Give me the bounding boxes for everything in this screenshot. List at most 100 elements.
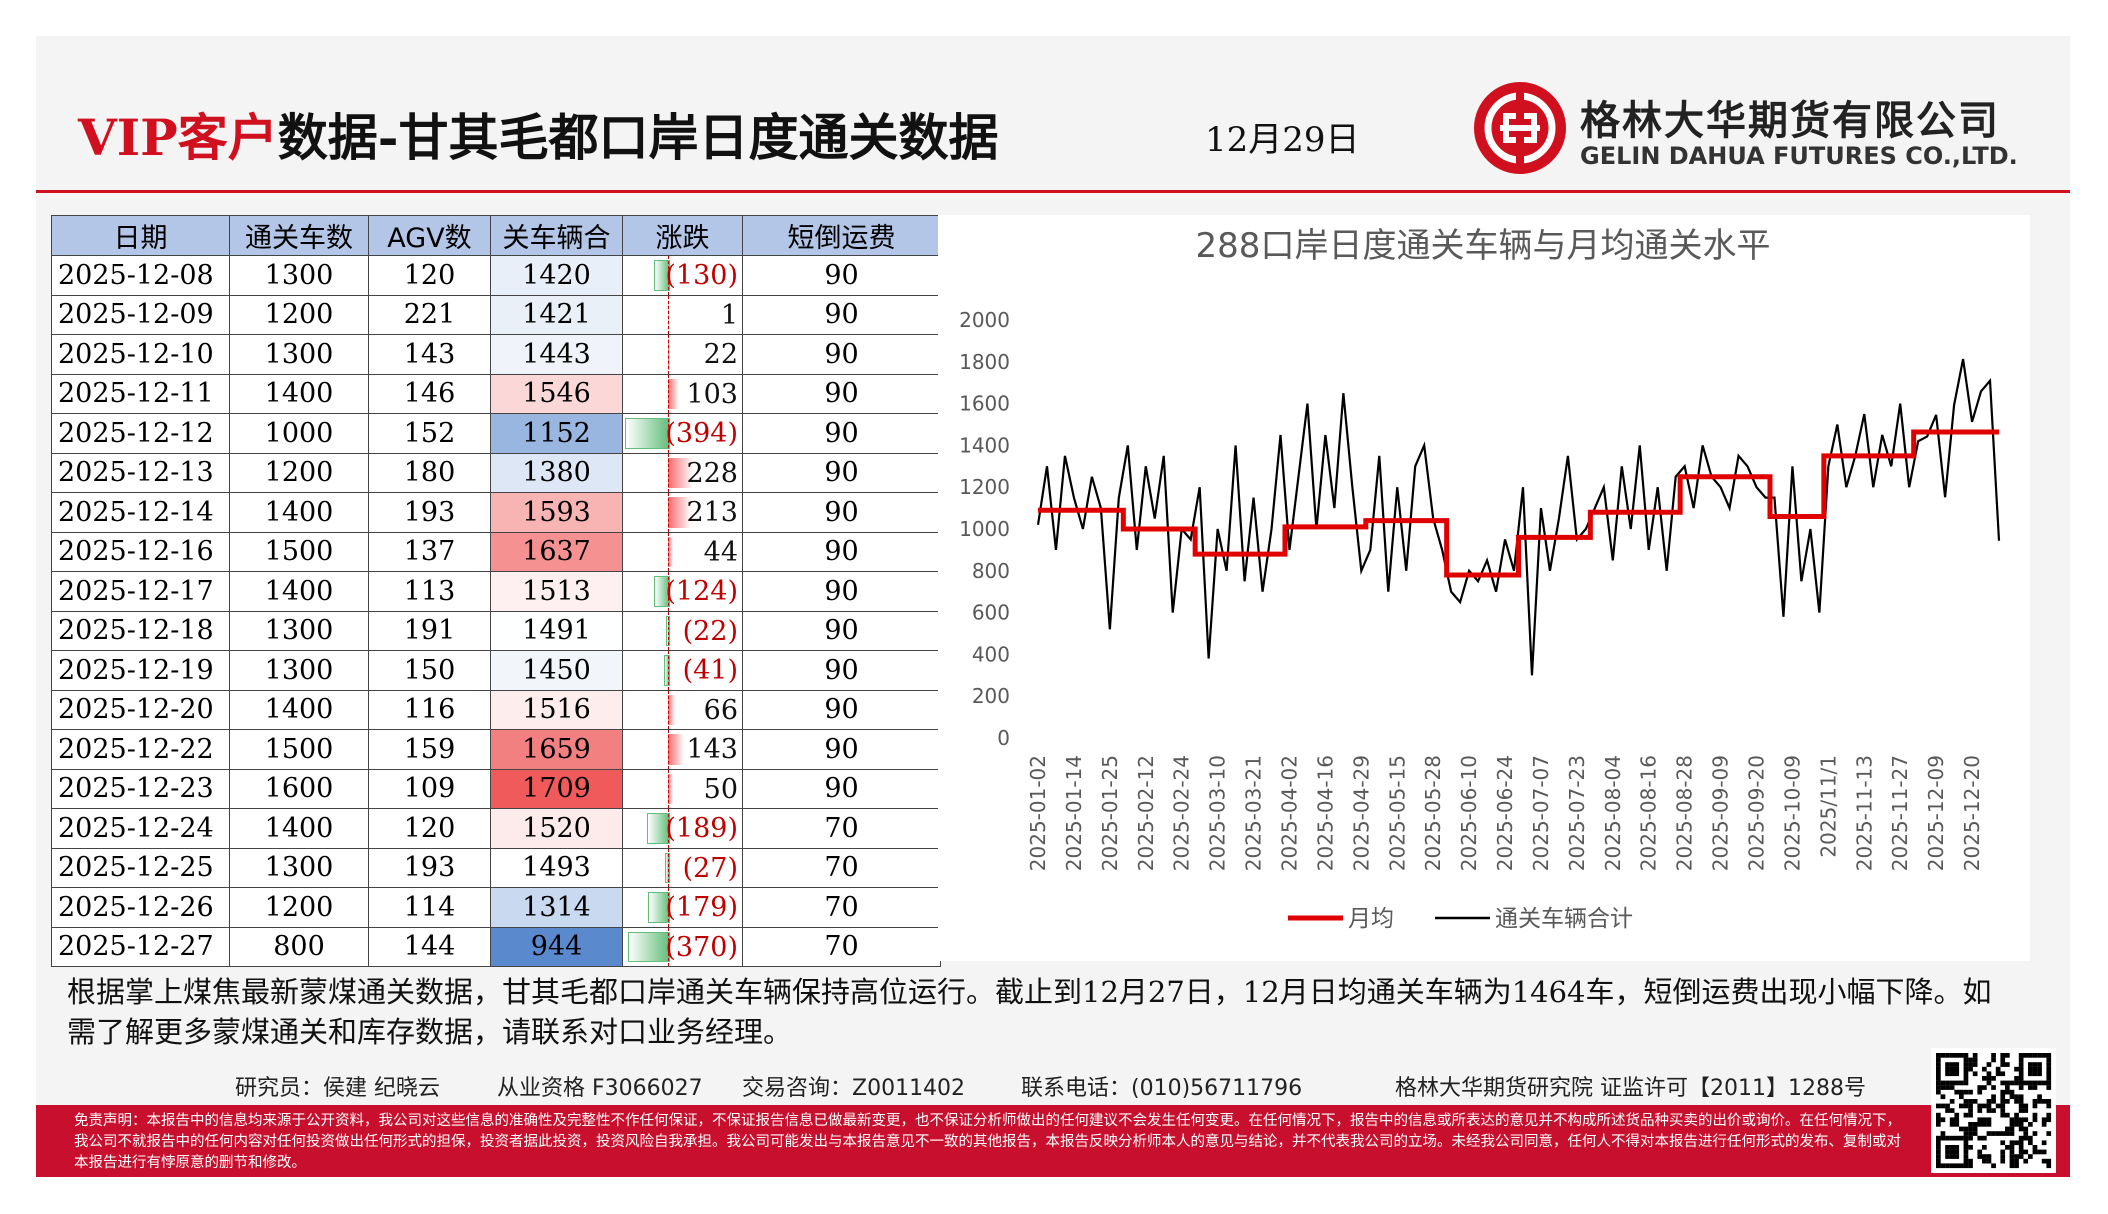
- qr-module: [1963, 1062, 1969, 1067]
- qr-module: [2000, 1112, 2006, 1118]
- qr-module: [1959, 1053, 1964, 1058]
- qr-module: [2005, 1099, 2010, 1104]
- qr-module: [1995, 1103, 2001, 1109]
- qr-module: [2032, 1053, 2038, 1058]
- data-bar: [665, 852, 670, 883]
- qr-module: [2000, 1108, 2006, 1113]
- qr-module: [2018, 1103, 2024, 1109]
- qr-module: [2032, 1062, 2038, 1067]
- bar-axis: [668, 690, 669, 729]
- table-cell: 90: [742, 452, 941, 493]
- qr-module: [2000, 1131, 2006, 1136]
- qr-module: [2005, 1085, 2010, 1090]
- x-tick-label: 2025-07-07: [1529, 755, 1553, 871]
- table-cell: 1200: [229, 294, 369, 335]
- qr-module: [2018, 1057, 2024, 1063]
- table-cell: 143: [622, 729, 743, 770]
- change-text: 228: [686, 457, 738, 489]
- table-cell: 221: [368, 294, 491, 335]
- y-tick-label: 400: [972, 642, 1010, 666]
- x-tick-label: 2025-11-13: [1852, 755, 1876, 871]
- qr-module: [1940, 1131, 1946, 1136]
- x-tick-label: 2025-05-15: [1385, 755, 1409, 871]
- table-cell: 90: [742, 768, 941, 809]
- qr-module: [1968, 1135, 1973, 1141]
- bar-axis: [668, 611, 669, 650]
- table-cell: 2025-12-11: [51, 373, 230, 414]
- qr-module: [1986, 1076, 1992, 1081]
- table-cell: 2025-12-24: [51, 808, 230, 849]
- qr-module: [2005, 1089, 2010, 1095]
- qr-module: [1986, 1131, 1992, 1136]
- qr-module: [1995, 1131, 2001, 1136]
- qr-module: [2009, 1140, 2015, 1146]
- qr-module: [1963, 1135, 1969, 1141]
- table-cell: 44: [622, 531, 743, 572]
- table-cell: 2025-12-13: [51, 452, 230, 493]
- table-row: 2025-12-14 1400 193 1593 213 90: [51, 492, 941, 533]
- qr-module: [1963, 1103, 1969, 1109]
- qualification: 从业资格 F3066027: [497, 1076, 703, 1101]
- qr-module: [1945, 1103, 1950, 1109]
- qr-module: [2009, 1131, 2015, 1136]
- data-table: 日期 通关车数 AGV数 关车辆合 涨跌 短倒运费 2025-12-08 1300 120 142…: [51, 215, 941, 967]
- qr-module: [2009, 1122, 2015, 1127]
- qr-module: [1963, 1158, 1969, 1164]
- qr-module: [1968, 1158, 1973, 1164]
- qr-module: [2032, 1071, 2038, 1077]
- table-cell: 22: [622, 334, 743, 375]
- table-cell: 103: [622, 373, 743, 414]
- qr-module: [2037, 1062, 2042, 1067]
- qr-module: [2005, 1080, 2010, 1086]
- table-cell: 1593: [490, 492, 623, 533]
- qr-module: [1986, 1103, 1992, 1109]
- qr-module: [1986, 1108, 1992, 1113]
- qr-module: [1991, 1053, 1996, 1058]
- qr-module: [2005, 1053, 2010, 1058]
- table-cell: 90: [742, 531, 941, 572]
- qr-module: [1968, 1062, 1973, 1067]
- table-cell: 2025-12-17: [51, 571, 230, 612]
- qr-module: [2041, 1140, 2047, 1146]
- qr-module: [1982, 1076, 1987, 1081]
- chart-title: 288口岸日度通关车辆与月均通关水平: [1196, 226, 1771, 266]
- qr-module: [1972, 1071, 1978, 1077]
- change-text: 1: [720, 299, 738, 331]
- qr-module: [2018, 1122, 2024, 1127]
- qr-module: [2032, 1145, 2038, 1150]
- table-row: 2025-12-23 1600 109 1709 50 90: [51, 768, 941, 809]
- qr-module: [1959, 1089, 1964, 1095]
- data-bar: [665, 615, 670, 646]
- qr-module: [1954, 1145, 1960, 1150]
- y-tick-label: 1600: [959, 392, 1010, 416]
- qr-module: [1968, 1112, 1973, 1118]
- table-row: 2025-12-16 1500 137 1637 44 90: [51, 531, 941, 572]
- table-cell: 1300: [229, 255, 369, 296]
- qr-module: [1968, 1126, 1973, 1132]
- qr-module: [2046, 1080, 2052, 1086]
- qr-module: [2009, 1117, 2015, 1123]
- bar-axis: [668, 414, 669, 453]
- qr-module: [2018, 1076, 2024, 1081]
- qr-module: [2023, 1053, 2029, 1058]
- qr-module: [1968, 1099, 1973, 1104]
- table-cell: (189): [622, 808, 743, 849]
- qr-module: [1991, 1131, 1996, 1136]
- table-cell: 1420: [490, 255, 623, 296]
- qr-module: [1963, 1099, 1969, 1104]
- qr-module: [2028, 1135, 2033, 1141]
- data-bar: [648, 892, 670, 923]
- qr-module: [1945, 1053, 1950, 1058]
- chart: 288口岸日度通关车辆与月均通关水平 0 200 400 600 800 1000 1200 1…: [959, 226, 2001, 932]
- qr-module: [1940, 1117, 1946, 1123]
- qr-module: [1936, 1140, 1941, 1146]
- qr-module: [1936, 1112, 1941, 1118]
- qr-module: [2028, 1080, 2033, 1086]
- y-tick-label: 1000: [959, 517, 1010, 541]
- qr-module: [1949, 1122, 1955, 1127]
- qr-module: [1949, 1108, 1955, 1113]
- qr-module: [1936, 1163, 1941, 1169]
- qr-module: [2032, 1066, 2038, 1072]
- table-cell: 114: [368, 887, 491, 928]
